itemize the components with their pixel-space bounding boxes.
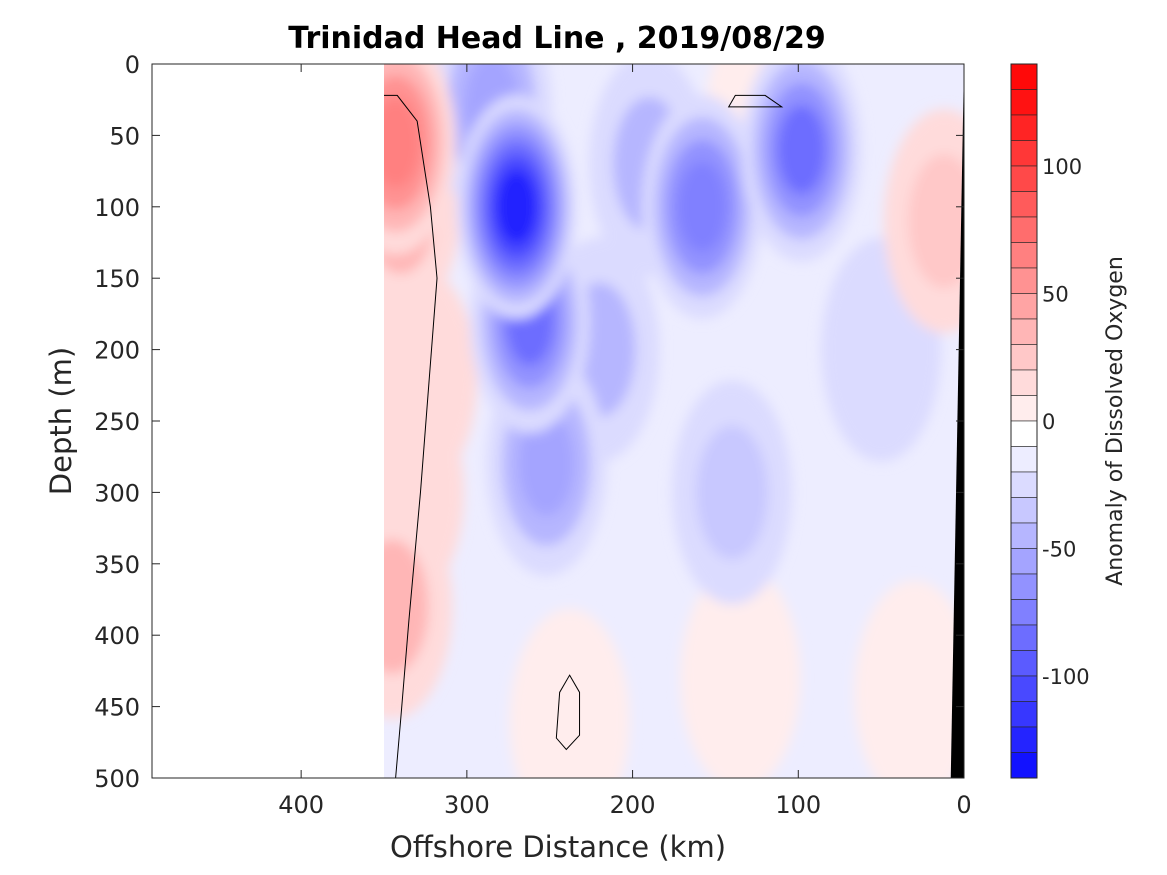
colorbar-segment: [1010, 726, 1038, 753]
colorbar-tick-label: -50: [1042, 538, 1076, 562]
x-tick-label: 300: [444, 791, 490, 819]
field-blob: [518, 411, 575, 516]
x-tick-label: 100: [775, 791, 821, 819]
colorbar-segment: [1010, 497, 1038, 524]
colorbar-segment: [1010, 675, 1038, 702]
colorbar-segment: [1010, 420, 1038, 447]
colorbar-segment: [1010, 548, 1038, 575]
zero-contour: [555, 674, 581, 751]
colorbar-segment: [1010, 522, 1038, 549]
colorbar-frame: [1010, 63, 1038, 779]
field-blob: [509, 608, 630, 778]
zero-contour: [384, 94, 438, 779]
colorbar-segment: [1010, 242, 1038, 269]
field-blob: [696, 425, 768, 560]
colorbar-segment: [1010, 701, 1038, 728]
colorbar-segment: [1010, 395, 1038, 422]
field-blob: [908, 154, 964, 289]
zero-contour: [727, 94, 784, 108]
field-blob: [678, 162, 727, 252]
y-tick-label: 200: [94, 337, 140, 365]
x-tick-label: 200: [610, 791, 656, 819]
x-tick-label: 400: [278, 791, 324, 819]
colorbar-tick-label: -100: [1042, 665, 1090, 689]
y-tick-label: 100: [94, 194, 140, 222]
colorbar-segment: [1010, 216, 1038, 243]
colorbar-segment: [1010, 140, 1038, 167]
colorbar-segment: [1010, 63, 1038, 90]
y-tick-label: 400: [94, 622, 140, 650]
colorbar-segment: [1010, 89, 1038, 116]
y-tick-label: 0: [125, 51, 140, 79]
x-axis-ticks: 400 300 200 100 0: [278, 64, 972, 819]
field-blob: [384, 539, 429, 674]
colorbar: 100 50 0 -50 -100: [1010, 63, 1090, 779]
y-tick-label: 250: [94, 408, 140, 436]
y-axis-label: Depth (m): [44, 347, 78, 495]
field-blob: [384, 98, 420, 188]
colorbar-segment: [1010, 752, 1038, 779]
colorbar-segment: [1010, 573, 1038, 600]
colorbar-tick-label: 100: [1042, 155, 1082, 179]
y-tick-label: 300: [94, 479, 140, 507]
y-tick-label: 50: [109, 122, 140, 150]
y-axis-ticks: 0 50 100 150 200 250 300 350 400 450 500: [94, 51, 964, 793]
colorbar-segment: [1010, 344, 1038, 371]
colorbar-segment: [1010, 369, 1038, 396]
chart-title: Trinidad Head Line , 2019/08/29: [288, 21, 825, 56]
y-tick-label: 150: [94, 265, 140, 293]
colorbar-segment: [1010, 267, 1038, 294]
colorbar-segment: [1010, 114, 1038, 141]
colorbar-label: Anomaly of Dissolved Oxygen: [1103, 256, 1128, 586]
colorbar-segment: [1010, 293, 1038, 320]
colorbar-segment: [1010, 165, 1038, 192]
colorbar-segment: [1010, 318, 1038, 345]
field-blob: [496, 169, 537, 244]
x-axis-label: Offshore Distance (km): [390, 830, 726, 864]
anomaly-field: [384, 64, 964, 778]
field-blob: [680, 566, 801, 778]
zero-contour-lines: [384, 94, 784, 779]
x-tick-label: 0: [956, 791, 971, 819]
colorbar-segment: [1010, 599, 1038, 626]
y-tick-label: 450: [94, 694, 140, 722]
colorbar-segment: [1010, 191, 1038, 218]
y-tick-label: 500: [94, 765, 140, 793]
colorbar-segment: [1010, 650, 1038, 677]
y-tick-label: 350: [94, 551, 140, 579]
colorbar-segment: [1010, 624, 1038, 651]
colorbar-segment: [1010, 471, 1038, 498]
field-blob: [777, 105, 826, 195]
colorbar-segment: [1010, 446, 1038, 473]
colorbar-tick-label: 0: [1042, 410, 1055, 434]
field-blob: [854, 580, 964, 778]
colorbar-tick-label: 50: [1042, 283, 1069, 307]
